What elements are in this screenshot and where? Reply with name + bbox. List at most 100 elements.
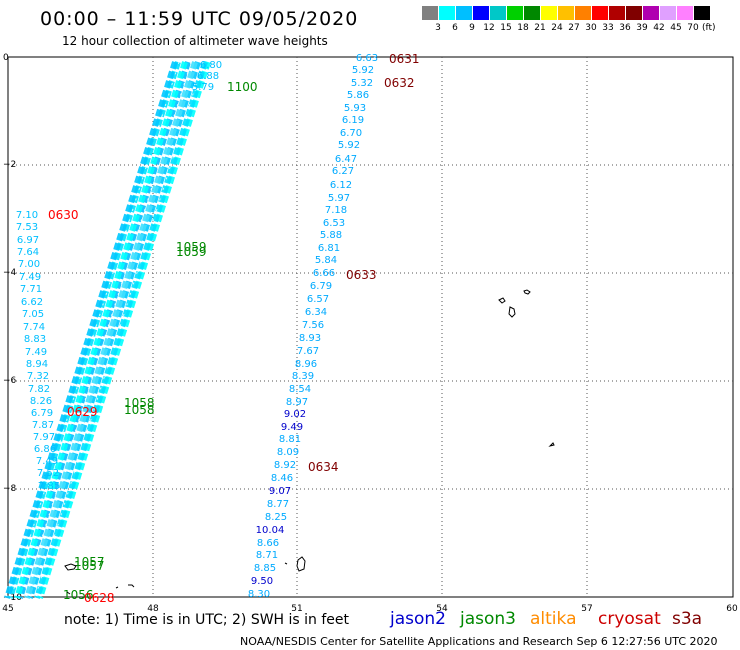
island-outline (296, 556, 306, 572)
colorbar-label: 33 (602, 23, 614, 33)
swh-value: 5.92 (352, 65, 374, 76)
swh-value: 9.49 (281, 422, 303, 433)
colorbar-swatch (626, 6, 642, 20)
swh-value: 5.86 (347, 90, 369, 101)
time-label: 0629 (67, 405, 98, 419)
swh-value: 7.67 (297, 346, 319, 357)
swh-value: 6.79 (31, 408, 53, 419)
swh-value: 5.93 (344, 103, 366, 114)
island-outline (508, 306, 516, 318)
swh-value: 7.05 (22, 309, 44, 320)
y-tick-label: 0 (3, 53, 9, 63)
swh-value: 8.25 (265, 512, 287, 523)
colorbar-label: 36 (619, 23, 631, 33)
swh-value: 7.53 (16, 222, 38, 233)
swh-value: 7.85 (38, 481, 60, 492)
x-tick-label: 54 (436, 604, 448, 614)
time-label: 0628 (84, 591, 115, 605)
swh-value: 8.92 (274, 460, 296, 471)
swh-value: 8.93 (299, 333, 321, 344)
swh-value: 5.79 (192, 82, 214, 93)
time-label: 0631 (389, 52, 420, 66)
time-label: 1059 (176, 240, 207, 254)
swh-value: 6.57 (307, 294, 329, 305)
colorbar-swatch (558, 6, 574, 20)
colorbar-label: 18 (517, 23, 529, 33)
x-tick-label: 57 (581, 604, 592, 614)
swh-value: 8.85 (254, 563, 276, 574)
time-label-overprint: 1059 (176, 245, 207, 259)
swh-value: 7.74 (23, 322, 45, 333)
island-outline (128, 584, 135, 588)
colorbar-swatch (660, 6, 676, 20)
colorbar-label: 70 (687, 23, 699, 33)
swh-value: 5.32 (351, 78, 373, 89)
colorbar-swatch (422, 6, 438, 20)
colorbar-swatch (541, 6, 557, 20)
legend-s3a: s3a (672, 609, 703, 629)
swh-value: 10.04 (256, 525, 285, 536)
note-text: note: 1) Time is in UTC; 2) SWH is in fe… (64, 612, 350, 628)
time-label: 1058 (124, 396, 155, 410)
map-frame (7, 56, 734, 598)
island-outline (284, 562, 288, 565)
swh-value: 6.63 (356, 53, 378, 64)
swh-value: 5.84 (315, 255, 337, 266)
swh-value: 8.09 (277, 447, 299, 458)
colorbar-label: 9 (469, 23, 475, 33)
swh-value: 9.02 (284, 409, 306, 420)
colorbar-swatch (677, 6, 693, 20)
swh-value: 7.87 (32, 420, 54, 431)
colorbar-swatch (524, 6, 540, 20)
swh-value: 7.97 (33, 432, 55, 443)
y-tick-label: −4 (3, 268, 17, 278)
colorbar-label: 42 (653, 23, 665, 33)
swh-value: 8.71 (256, 550, 278, 561)
island-outline (498, 297, 506, 304)
swh-value: 7.10 (16, 210, 38, 221)
swh-value: 6.34 (305, 307, 327, 318)
time-label: 0634 (308, 460, 339, 474)
swh-value: 6.70 (340, 128, 362, 139)
swh-value: 6.62 (21, 297, 43, 308)
swh-value: 8.26 (30, 396, 52, 407)
y-tick-label: −2 (3, 160, 16, 170)
colorbar-label: 39 (636, 23, 648, 33)
legend-altika: altika (530, 609, 577, 629)
swh-value: 8.97 (286, 397, 308, 408)
time-label: 0632 (384, 76, 415, 90)
colorbar-label: 30 (585, 23, 597, 33)
swh-value: 8.77 (267, 499, 289, 510)
swh-value: 7.82 (28, 384, 50, 395)
swh-value: 6.12 (330, 180, 352, 191)
time-label: 0630 (48, 208, 79, 222)
chart-title: 00:00 – 11:59 UTC 09/05/2020 (40, 8, 359, 30)
colorbar-swatch (694, 6, 710, 20)
swh-value: 9.07 (269, 486, 291, 497)
swh-value: 6.79 (310, 281, 332, 292)
swh-value: 8.96 (295, 359, 317, 370)
colorbar-label: 3 (435, 23, 441, 33)
colorbar-label: 6 (452, 23, 458, 33)
swh-value: 6.53 (323, 218, 345, 229)
colorbar-swatch (439, 6, 455, 20)
legend-jason2: jason2 (390, 609, 446, 629)
chart-subtitle: 12 hour collection of altimeter wave hei… (62, 34, 328, 48)
swh-value: 7.49 (19, 272, 41, 283)
swh-value: 7.18 (325, 205, 347, 216)
swh-value: 6.88 (197, 71, 219, 82)
swh-value: 6.19 (342, 115, 364, 126)
x-tick-label: 60 (726, 604, 738, 614)
x-tick-label: 45 (2, 604, 13, 614)
swh-value: 8.94 (26, 359, 48, 370)
swh-value: 8.46 (271, 473, 293, 484)
swh-value: 5.88 (320, 230, 342, 241)
time-label-overprint: 1057 (74, 559, 105, 573)
footer-credit: NOAA/NESDIS Center for Satellite Applica… (240, 635, 718, 648)
legend-cryosat: cryosat (598, 609, 661, 629)
island-outline (523, 289, 531, 295)
colorbar-swatch (473, 6, 489, 20)
colorbar-label: 27 (568, 23, 580, 33)
swh-value: 7.56 (302, 320, 324, 331)
